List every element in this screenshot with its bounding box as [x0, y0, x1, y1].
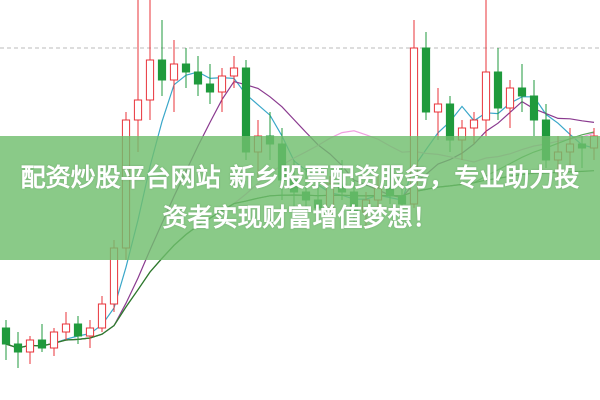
candle-body — [37, 339, 47, 349]
title-banner: 配资炒股平台网站 新乡股票配资服务，专业助力投资者实现财富增值梦想！ — [0, 136, 600, 260]
candle-body — [49, 331, 59, 349]
candle-body — [97, 303, 107, 329]
candle-body — [13, 343, 23, 353]
candle-body — [421, 47, 431, 113]
candle-body — [1, 327, 11, 345]
candle-body — [193, 71, 203, 85]
candle-body — [73, 323, 83, 337]
candle-body — [517, 87, 527, 97]
candle-body — [493, 71, 503, 109]
candle-body — [481, 71, 491, 121]
candle-body — [529, 95, 539, 121]
candle-body — [133, 99, 143, 121]
candle-body — [205, 83, 215, 93]
candle-body — [505, 87, 515, 109]
banner-title: 配资炒股平台网站 新乡股票配资服务，专业助力投资者实现财富增值梦想！ — [20, 163, 580, 232]
candle-body — [229, 67, 239, 77]
candle-body — [169, 63, 179, 81]
candle-body — [61, 323, 71, 333]
candle-body — [217, 75, 227, 93]
candle-body — [445, 103, 455, 141]
candle-body — [145, 59, 155, 101]
candle-body — [25, 339, 35, 353]
candle-body — [469, 119, 479, 129]
candle-body — [85, 327, 95, 337]
candle-body — [181, 63, 191, 73]
candle-body — [433, 103, 443, 113]
candle-body — [157, 59, 167, 81]
